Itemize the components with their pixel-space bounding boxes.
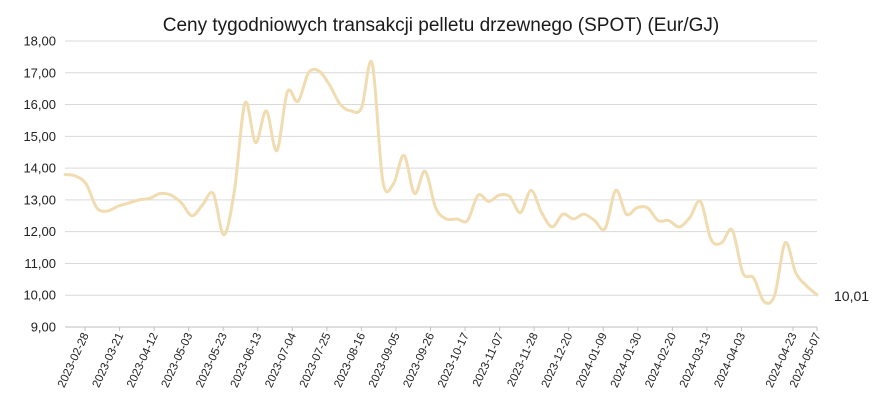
x-tick-label: 2024-01-09 [574,331,610,389]
gridlines [65,40,817,328]
x-tick-label: 2023-06-13 [229,331,265,389]
x-tick-label: 2024-03-13 [678,331,714,389]
x-tick-label: 2024-01-30 [609,331,645,389]
y-tick-label: 16,00 [23,97,56,112]
y-tick-label: 12,00 [23,224,56,239]
x-tick-label: 2023-05-23 [194,331,230,389]
x-tick-label: 2023-04-12 [125,331,161,389]
y-tick-label: 14,00 [23,161,56,176]
x-tick-label: 2023-07-04 [263,331,299,390]
x-tick-label: 2023-11-28 [505,331,540,389]
x-tick-label: 2023-11-07 [471,331,506,389]
x-tick-label: 2024-04-03 [712,331,748,389]
chart-title: Ceny tygodniowych transakcji pelletu drz… [163,15,720,36]
last-value-label: 10,01 [834,288,869,304]
x-tick-label: 2024-02-20 [643,331,679,389]
x-tick-label: 2023-12-20 [540,331,576,389]
x-tick-label: 2023-03-21 [91,331,127,389]
y-tick-label: 17,00 [23,65,56,80]
y-tick-label: 13,00 [23,192,56,207]
price-series-line [63,59,819,305]
x-tick-label: 2023-09-05 [367,331,403,389]
y-tick-label: 15,00 [23,129,56,144]
y-tick-label: 10,00 [23,288,56,303]
x-tick-label: 2023-09-26 [401,331,437,389]
x-tick-label: 2023-05-03 [160,331,196,389]
y-tick-label: 9,00 [31,320,56,335]
series-layer [63,59,819,305]
x-tick-label: 2023-08-16 [332,331,368,389]
y-tick-label: 11,00 [24,256,56,271]
x-tick-label: 2023-10-17 [436,331,472,389]
y-axis-ticks: 9,00 10,00 11,00 12,00 13,00 14,00 15,00 16,00 1… [23,34,56,335]
x-tick-label: 2023-02-28 [56,331,92,389]
x-axis-ticks: 2023-02-282023-03-212023-04-122023-05-03… [56,327,824,390]
x-tick-label: 2023-07-25 [298,331,334,389]
y-tick-label: 18,00 [23,34,56,49]
